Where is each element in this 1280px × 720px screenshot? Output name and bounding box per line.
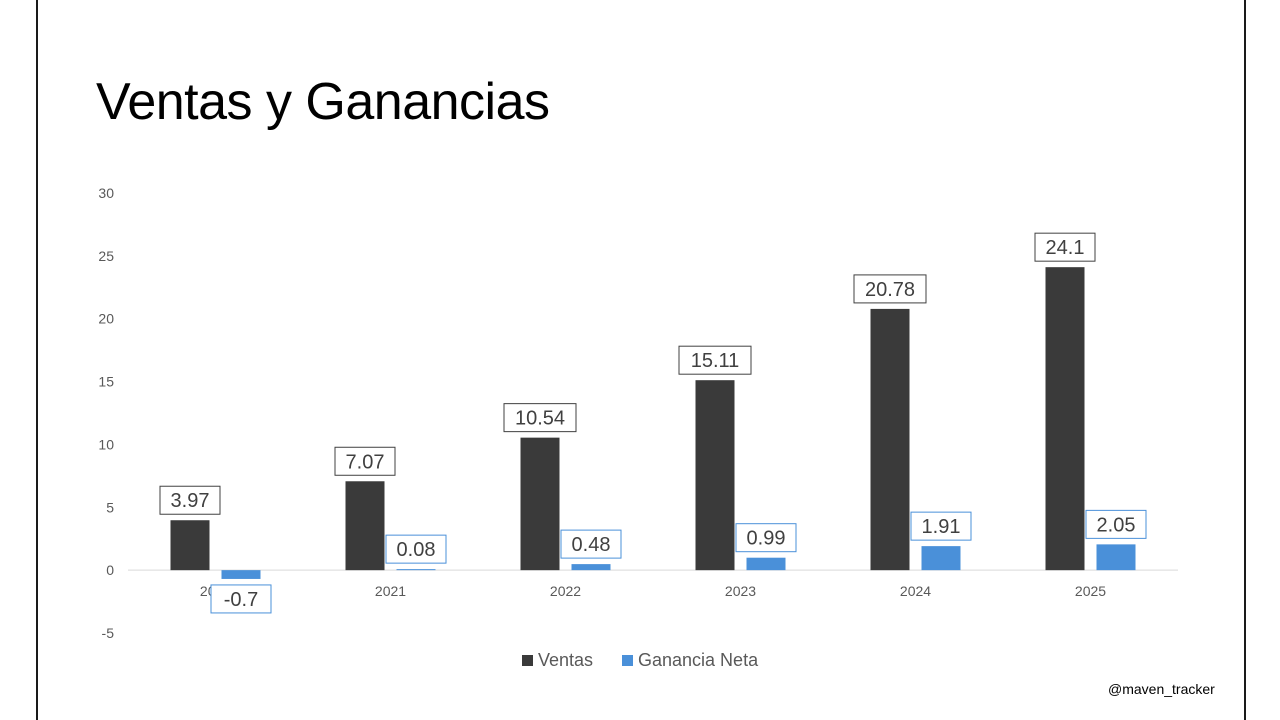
x-category-label: 2021 [375, 583, 406, 599]
y-tick-label: 20 [98, 311, 114, 327]
data-label-box [910, 511, 972, 541]
legend-label: Ganancia Neta [638, 650, 759, 670]
page-title: Ventas y Ganancias [96, 73, 550, 131]
data-label: 24.1 [1046, 237, 1085, 259]
legend-swatch [622, 655, 633, 666]
bar-ventas [345, 481, 385, 571]
y-tick-label: 10 [98, 436, 114, 452]
frame-right-border [1244, 0, 1246, 720]
y-tick-label: -5 [102, 625, 115, 641]
bar-ganancia-neta [921, 546, 961, 571]
x-category-label: 2025 [1075, 583, 1106, 599]
data-label: -0.7 [224, 589, 258, 611]
bar-ventas [870, 308, 910, 571]
x-category-label: 2022 [550, 583, 581, 599]
bar-ventas [520, 437, 560, 571]
y-tick-label: 0 [106, 562, 114, 578]
bar-ventas [695, 380, 735, 571]
data-label-box [853, 274, 927, 304]
data-label: 3.97 [171, 490, 210, 512]
data-label-box [1034, 232, 1096, 262]
legend-swatch [522, 655, 533, 666]
data-label: 1.91 [922, 516, 961, 538]
x-category-label: 2023 [725, 583, 756, 599]
data-label: 0.99 [747, 528, 786, 550]
data-label-box [385, 534, 447, 564]
data-label-box [678, 345, 752, 375]
data-label: 7.07 [346, 451, 385, 473]
legend-label: Ventas [538, 650, 593, 670]
data-label: 2.05 [1097, 514, 1136, 536]
bar-ventas [170, 520, 210, 571]
x-category-label: 2024 [900, 583, 931, 599]
data-label: 10.54 [515, 408, 565, 430]
y-tick-label: 25 [98, 248, 114, 264]
bar-ganancia-neta [571, 564, 611, 571]
data-label: 20.78 [865, 279, 915, 301]
data-label-box [334, 446, 396, 476]
y-tick-label: 30 [98, 185, 114, 201]
data-label-box [159, 485, 221, 515]
data-label: 0.48 [572, 534, 611, 556]
data-label-box [735, 523, 797, 553]
y-tick-label: 15 [98, 374, 114, 390]
bar-ganancia-neta [396, 569, 436, 571]
data-label: 0.08 [397, 539, 436, 561]
y-tick-label: 5 [106, 499, 114, 515]
data-label-box [503, 403, 577, 433]
data-label-box [560, 529, 622, 559]
data-label-box [210, 584, 272, 614]
bar-ganancia-neta [1096, 544, 1136, 571]
credit-handle: @maven_tracker [1108, 681, 1215, 697]
bar-ganancia-neta [746, 557, 786, 571]
bar-ganancia-neta [221, 570, 261, 579]
data-label: 15.11 [691, 350, 740, 372]
data-label-box [1085, 509, 1147, 539]
bar-ventas [1045, 267, 1085, 571]
frame-left-border [36, 0, 38, 720]
